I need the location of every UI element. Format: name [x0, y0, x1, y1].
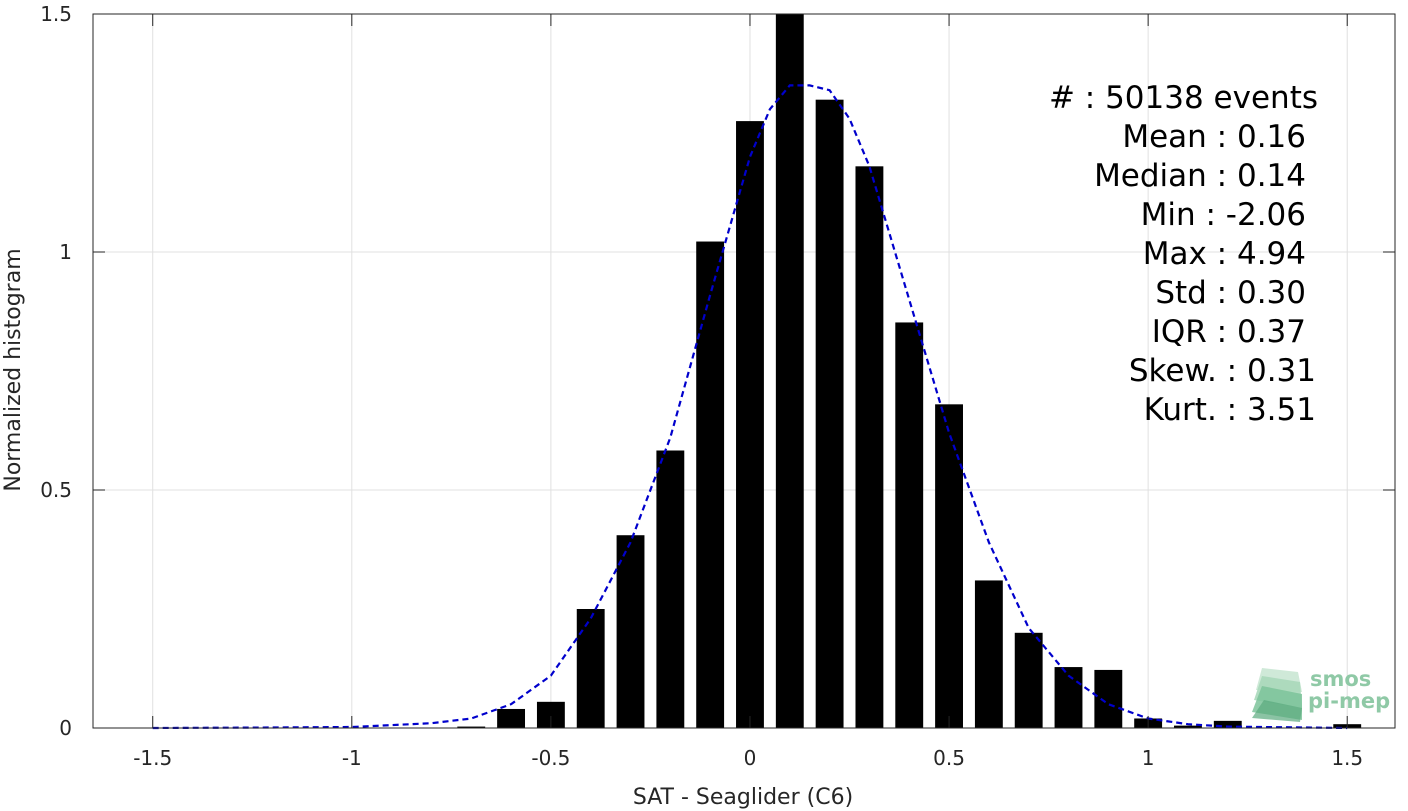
histogram-bar — [696, 241, 725, 728]
histogram-bar — [855, 166, 884, 728]
logo-text-pi-mep: pi-mep — [1308, 689, 1390, 713]
y-tick-label: 0.5 — [40, 478, 72, 502]
fit-curve-layer — [152, 84, 1348, 730]
histogram-bar — [1174, 725, 1202, 728]
histogram-bar — [576, 609, 605, 728]
histogram-bar — [736, 121, 764, 729]
histogram-bar — [616, 535, 645, 728]
histogram-bar — [457, 726, 486, 728]
stat-line: Kurt. : 3.51 — [1144, 392, 1316, 428]
y-tick-label: 1 — [59, 240, 72, 264]
x-tick-label: -0.5 — [531, 746, 570, 770]
histogram-bar — [815, 99, 844, 729]
histogram-bar — [1213, 720, 1242, 728]
x-tick-label: -1.5 — [133, 746, 172, 770]
x-axis-label: SAT - Seaglider (C6) — [633, 785, 853, 810]
x-tick-label: -1 — [342, 746, 362, 770]
histogram-bar — [775, 14, 804, 728]
stat-line: Std : 0.30 — [1155, 275, 1306, 311]
y-tick-label: 0 — [59, 716, 72, 740]
histogram-bar — [497, 708, 526, 728]
axes-frame — [92, 13, 1396, 729]
x-tick-label: 0 — [744, 746, 757, 770]
stat-line: Mean : 0.16 — [1122, 119, 1306, 155]
stat-line: IQR : 0.37 — [1152, 314, 1306, 350]
tick-labels: -1.5 -1 -0.5 0 0.5 1 1.5 0 0.5 1 1.5 — [40, 2, 1363, 770]
stat-line: Median : 0.14 — [1094, 158, 1306, 194]
histogram-bar — [1014, 632, 1043, 728]
stat-line: Skew. : 0.31 — [1129, 353, 1316, 389]
histogram-bar — [656, 450, 685, 728]
x-tick-label: 1 — [1142, 746, 1155, 770]
histogram-bars — [457, 14, 1362, 729]
histogram-bar — [1094, 669, 1123, 728]
x-tick-label: 1.5 — [1331, 746, 1363, 770]
x-tick-label: 0.5 — [933, 746, 965, 770]
histogram-bar — [974, 580, 1003, 728]
logo-text-smos: smos — [1310, 667, 1371, 691]
fit-curve-line — [152, 84, 1348, 730]
histogram-bar — [1054, 667, 1083, 728]
stat-line: # : 50138 events — [1049, 80, 1318, 116]
stat-line: Min : -2.06 — [1141, 197, 1306, 233]
smos-pi-mep-logo: smos pi-mep — [1252, 667, 1390, 722]
histogram-bar — [935, 404, 963, 728]
stat-line: Max : 4.94 — [1143, 236, 1306, 272]
axes-box — [92, 13, 1396, 729]
y-tick-label: 1.5 — [40, 2, 72, 26]
logo-waves-icon — [1252, 668, 1302, 722]
histogram-bar — [895, 322, 924, 728]
y-axis-label: Normalized histogram — [1, 248, 26, 491]
